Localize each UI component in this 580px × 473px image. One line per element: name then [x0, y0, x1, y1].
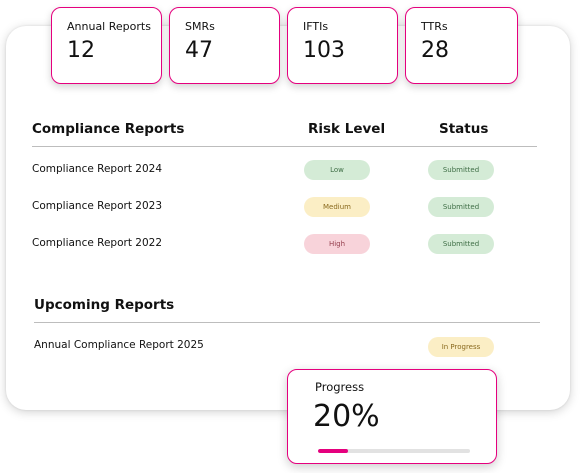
stat-value: 103 — [303, 38, 345, 63]
risk-badge-medium: Medium — [304, 197, 370, 217]
progress-card: Progress 20% — [287, 369, 497, 464]
compliance-row-name: Compliance Report 2024 — [32, 163, 163, 175]
compliance-row-name: Compliance Report 2022 — [32, 237, 163, 249]
status-badge-submitted: Submitted — [428, 160, 494, 180]
table-divider — [32, 146, 537, 147]
progress-value: 20% — [313, 399, 380, 434]
stat-value: 47 — [185, 38, 213, 63]
stat-label: TTRs — [421, 20, 448, 33]
stat-card-smrs[interactable]: SMRs 47 — [169, 7, 280, 84]
status-badge-in-progress: In Progress — [428, 337, 494, 357]
status-badge-submitted: Submitted — [428, 197, 494, 217]
upcoming-divider — [34, 322, 540, 323]
stat-label: IFTIs — [303, 20, 329, 33]
status-badge-submitted: Submitted — [428, 234, 494, 254]
stat-label: SMRs — [185, 20, 215, 33]
progress-label: Progress — [315, 380, 365, 394]
status-header: Status — [439, 121, 489, 137]
risk-badge-high: High — [304, 234, 370, 254]
upcoming-reports-title: Upcoming Reports — [34, 297, 175, 313]
compliance-reports-title: Compliance Reports — [32, 121, 185, 137]
stat-value: 28 — [421, 38, 449, 63]
risk-level-header: Risk Level — [308, 121, 386, 137]
stat-label: Annual Reports — [67, 20, 151, 33]
stat-card-ttrs[interactable]: TTRs 28 — [405, 7, 518, 84]
stat-card-iftis[interactable]: IFTIs 103 — [287, 7, 398, 84]
progress-bar-fill — [318, 449, 349, 453]
stat-value: 12 — [67, 38, 95, 63]
upcoming-row-name: Annual Compliance Report 2025 — [34, 339, 204, 351]
compliance-row-name: Compliance Report 2023 — [32, 200, 163, 212]
risk-badge-low: Low — [304, 160, 370, 180]
progress-bar — [318, 449, 470, 453]
stat-card-annual-reports[interactable]: Annual Reports 12 — [51, 7, 162, 84]
